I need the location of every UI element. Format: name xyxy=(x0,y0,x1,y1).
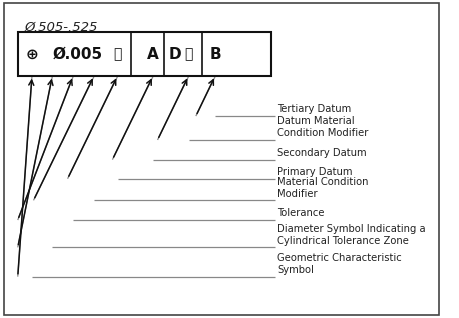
Text: Ⓜ: Ⓜ xyxy=(185,47,193,61)
Text: B: B xyxy=(209,46,221,62)
Text: Diameter Symbol Indicating a
Cylindrical Tolerance Zone: Diameter Symbol Indicating a Cylindrical… xyxy=(277,224,426,246)
Text: Ⓜ: Ⓜ xyxy=(113,47,122,61)
Text: Material Condition
Modifier: Material Condition Modifier xyxy=(277,177,369,199)
Text: Geometric Characteristic
Symbol: Geometric Characteristic Symbol xyxy=(277,253,402,275)
Bar xyxy=(18,32,271,76)
Text: Tertiary Datum: Tertiary Datum xyxy=(277,105,352,114)
Text: Ø.505-.525: Ø.505-.525 xyxy=(24,21,98,34)
Text: Datum Material
Condition Modifier: Datum Material Condition Modifier xyxy=(277,116,369,138)
Text: Primary Datum: Primary Datum xyxy=(277,167,353,177)
Text: Secondary Datum: Secondary Datum xyxy=(277,148,367,158)
Text: Tolerance: Tolerance xyxy=(277,209,325,218)
Text: Ø.005: Ø.005 xyxy=(53,46,103,62)
Text: ⊕: ⊕ xyxy=(26,46,39,62)
Text: A: A xyxy=(147,46,159,62)
Text: D: D xyxy=(169,46,182,62)
